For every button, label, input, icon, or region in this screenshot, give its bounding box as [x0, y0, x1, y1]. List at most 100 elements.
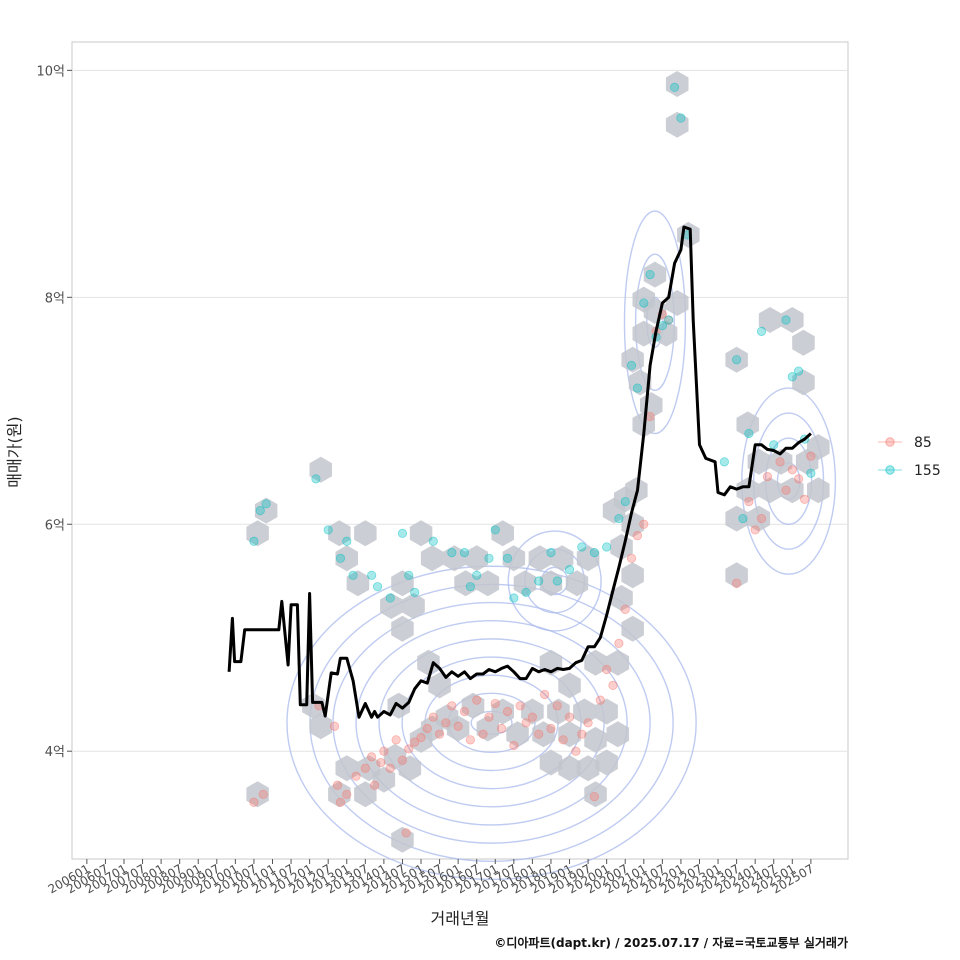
hexbin: [747, 505, 771, 532]
point-85: [602, 664, 612, 675]
hexbin: [576, 545, 600, 572]
hexbin: [807, 434, 830, 461]
point-155: [781, 315, 791, 325]
hexbin: [547, 698, 570, 725]
hexbin: [573, 698, 596, 725]
point-85: [441, 718, 451, 728]
hexbin: [558, 672, 581, 699]
point-155: [602, 542, 612, 552]
point-155: [546, 548, 556, 558]
hexbin: [576, 755, 600, 782]
point-85: [385, 763, 395, 773]
point-85: [379, 746, 389, 756]
hexbin: [521, 698, 544, 725]
hexbin: [346, 570, 370, 597]
point-85: [534, 729, 544, 739]
point-85: [744, 496, 754, 507]
point-85: [509, 740, 519, 751]
hexbin: [654, 320, 678, 347]
hexbin: [621, 562, 644, 589]
hexbin: [769, 448, 793, 475]
hexbin: [792, 329, 815, 356]
point-85: [583, 718, 593, 728]
point-85: [577, 729, 587, 739]
point-155: [639, 298, 649, 308]
point-155: [676, 113, 686, 123]
hexbin: [595, 749, 618, 776]
hexbin: [354, 520, 377, 547]
density-contour: [286, 565, 697, 881]
hexbin: [380, 593, 403, 619]
hexbin: [309, 713, 332, 740]
point-85: [447, 701, 457, 711]
y-tick-label: 4억: [45, 745, 65, 760]
point-85: [404, 744, 414, 754]
point-85: [478, 729, 488, 739]
hexbin: [454, 570, 477, 597]
point-155: [342, 536, 352, 546]
point-85: [540, 689, 550, 700]
hexbin: [665, 111, 689, 138]
point-85: [732, 578, 742, 588]
point-85: [750, 525, 760, 535]
median-price-line: [227, 225, 812, 719]
legend-key-155: [885, 465, 895, 475]
hexbin: [606, 649, 630, 676]
point-85: [416, 732, 426, 743]
point-85: [351, 771, 361, 781]
density-contour: [623, 210, 687, 435]
hexbin: [428, 672, 451, 699]
point-155: [397, 528, 408, 538]
point-85: [391, 735, 401, 745]
hexbin: [736, 477, 759, 504]
point-85: [781, 485, 791, 495]
density-contour: [355, 620, 628, 826]
hexbin: [610, 534, 633, 560]
density-contour: [507, 530, 602, 632]
point-85: [546, 723, 556, 734]
point-155: [465, 582, 475, 592]
y-tick-label: 10억: [36, 64, 65, 79]
hexbin: [565, 570, 589, 597]
point-85: [410, 737, 420, 747]
point-155: [348, 570, 358, 580]
density-contour: [401, 656, 582, 790]
point-155: [645, 270, 655, 280]
point-85: [645, 411, 655, 422]
point-85: [335, 797, 346, 807]
hexbin: [335, 545, 358, 572]
grid-lines: [72, 69, 848, 752]
hexbin: [758, 307, 782, 333]
legend-key-85: [885, 437, 895, 447]
hexbin: [476, 715, 500, 742]
point-85: [472, 695, 482, 705]
point-85: [787, 465, 797, 475]
point-155: [732, 355, 742, 365]
point-85: [422, 723, 432, 734]
point-85: [552, 701, 562, 711]
legend-label-85: 85: [914, 435, 932, 451]
point-85: [608, 680, 618, 690]
point-85: [521, 718, 531, 728]
point-155: [632, 383, 643, 393]
hexbin: [465, 545, 488, 572]
hexbin: [643, 261, 667, 288]
point-85: [370, 780, 380, 790]
point-85: [360, 763, 370, 773]
hexbin: [391, 826, 414, 853]
hexbin: [632, 286, 655, 313]
point-85: [794, 474, 804, 484]
point-155: [323, 525, 333, 535]
point-85: [453, 721, 463, 731]
point-85: [626, 553, 637, 563]
point-85: [376, 757, 386, 768]
point-85: [632, 531, 643, 541]
hexbin: [502, 545, 526, 572]
point-155: [564, 565, 575, 575]
y-axis-title: 매매가(원): [5, 416, 24, 487]
point-155: [367, 570, 377, 580]
point-85: [490, 698, 500, 709]
point-85: [571, 746, 581, 756]
point-155: [372, 582, 383, 592]
point-85: [589, 791, 600, 802]
